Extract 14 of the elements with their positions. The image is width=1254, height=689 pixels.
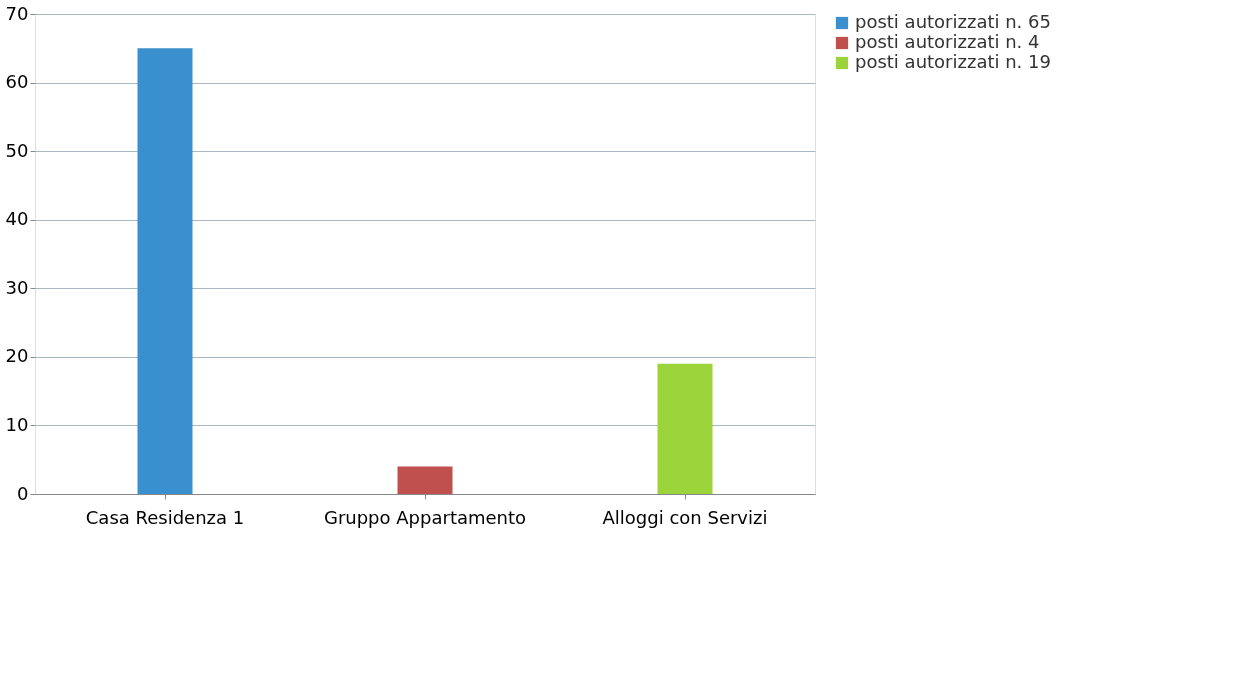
legend-label: posti autorizzati n. 19 [855, 51, 1051, 72]
y-tick-label: 40 [5, 208, 29, 230]
x-tick-label: Alloggi con Servizi [602, 506, 768, 528]
y-tick-label: 50 [5, 139, 29, 161]
x-tick-label: Gruppo Appartamento [323, 506, 527, 528]
legend-label: posti autorizzati n. 4 [855, 31, 1040, 52]
y-tick-label: 20 [5, 345, 29, 367]
x-tick-label: Casa Residenza 1 [85, 506, 245, 528]
y-tick-label: 30 [5, 276, 29, 298]
y-tick-label: 10 [5, 413, 29, 435]
y-tick-label: 70 [5, 2, 29, 24]
y-tick-label: 60 [5, 71, 29, 93]
y-tick-label: 0 [17, 482, 29, 504]
legend-label: posti autorizzati n. 65 [855, 11, 1051, 32]
